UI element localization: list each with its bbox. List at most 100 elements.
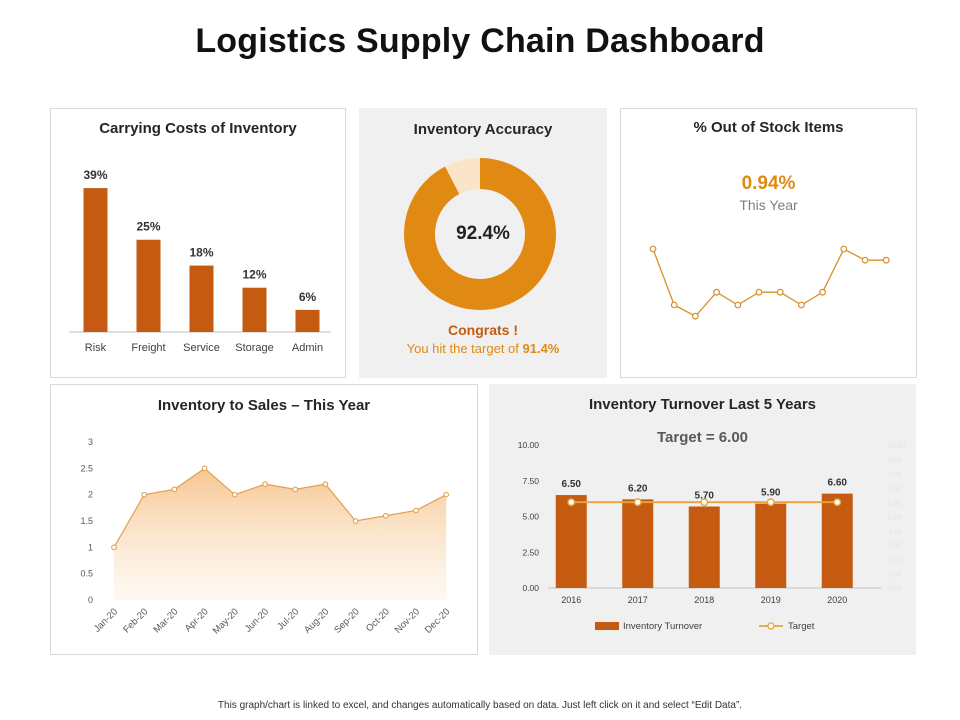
stockout-point	[840, 245, 848, 253]
inventory-accuracy-donut	[404, 158, 556, 310]
turnover-bar	[821, 493, 853, 588]
inventory-accuracy-panel: Inventory Accuracy 92.4% Congrats ! You …	[359, 108, 607, 378]
inventory-to-sales-area-chart: 0 0.5 1 1.5 2 2.5 3 Jan-20 Feb-20 Mar-20 Apr-20 May…	[80, 437, 452, 637]
turnover-target-point	[700, 498, 709, 507]
congrats-text: Congrats !	[448, 322, 518, 338]
turnover-x-tick: 2016	[561, 595, 581, 605]
sales-y-tick: 2	[88, 490, 93, 500]
sales-point	[171, 486, 178, 493]
legend-turnover-swatch	[595, 622, 619, 630]
turnover-y-tick: 10.00	[518, 440, 540, 450]
carrying-costs-panel: Carrying Costs of Inventory 39% Risk 25% Fr…	[50, 108, 346, 378]
sales-y-tick: 2.5	[80, 463, 93, 473]
turnover-secondary-y-tick: 2.00	[888, 557, 902, 564]
sales-point	[322, 481, 329, 487]
turnover-x-tick: 2020	[827, 595, 847, 605]
inventory-to-sales-title: Inventory to Sales – This Year	[157, 397, 371, 414]
sales-point	[292, 486, 299, 493]
sales-y-tick: 1.5	[80, 516, 93, 526]
sales-y-tick: 0	[88, 595, 93, 605]
out-of-stock-value: 0.94%	[741, 173, 796, 194]
turnover-data-label: 6.20	[628, 483, 648, 494]
turnover-secondary-y-tick: 0.00	[888, 586, 902, 593]
target-message-value: 91.4%	[522, 341, 560, 356]
inventory-turnover-panel: Inventory Turnover Last 5 Years Target =…	[489, 384, 916, 655]
carrying-bar	[189, 265, 214, 332]
sales-point	[443, 491, 450, 498]
carrying-bar	[136, 239, 161, 332]
sales-point	[231, 491, 238, 498]
sales-x-tick: Apr-20	[183, 606, 211, 634]
sales-y-tick: 3	[88, 437, 93, 447]
turnover-x-tick: 2019	[761, 595, 781, 605]
turnover-y-tick: 2.50	[522, 547, 539, 557]
target-message: You hit the target of 91.4%	[359, 341, 607, 356]
turnover-bar	[755, 503, 787, 588]
turnover-y-tick: 0.00	[522, 583, 539, 593]
sales-x-tick: Dec-20	[423, 606, 452, 635]
carrying-data-label: 25%	[136, 220, 160, 234]
inventory-accuracy-title: Inventory Accuracy	[413, 121, 553, 138]
turnover-target-point	[567, 498, 576, 507]
sales-x-tick: Oct-20	[364, 606, 392, 634]
carrying-costs-title: Carrying Costs of Inventory	[99, 120, 297, 137]
sales-point	[352, 518, 359, 524]
stockout-point	[713, 288, 720, 296]
turnover-bar	[622, 499, 654, 588]
carrying-data-label: 6%	[299, 290, 317, 304]
out-of-stock-period: This Year	[739, 197, 798, 213]
turnover-secondary-y-tick: 3.00	[888, 543, 902, 550]
turnover-y-tick: 5.00	[522, 512, 539, 522]
turnover-target-label: Target = 6.00	[656, 429, 749, 446]
turnover-x-tick: 2018	[694, 595, 714, 605]
sales-x-tick: Feb-20	[121, 606, 150, 635]
turnover-secondary-y-tick: 6.00	[888, 500, 902, 507]
turnover-target-point	[633, 498, 642, 507]
turnover-bar	[555, 495, 587, 588]
page-title: Logistics Supply Chain Dashboard	[195, 22, 765, 60]
accuracy-value: 92.4%	[456, 223, 510, 244]
sales-point	[262, 481, 268, 487]
carrying-category-label: Risk	[85, 342, 107, 354]
out-of-stock-line-chart	[649, 245, 890, 320]
turnover-data-label: 6.60	[828, 478, 848, 489]
sales-x-tick: Nov-20	[393, 606, 422, 635]
turnover-target-point	[833, 498, 842, 507]
stockout-point	[691, 312, 699, 320]
sales-x-tick: Sep-20	[332, 606, 361, 635]
turnover-bar	[688, 506, 720, 588]
turnover-x-tick: 2017	[628, 595, 648, 605]
carrying-category-label: Freight	[131, 342, 165, 354]
sales-x-tick: Jan-20	[92, 606, 120, 634]
stockout-point	[649, 245, 657, 253]
turnover-data-label: 5.70	[695, 490, 715, 501]
turnover-secondary-y-tick: 10.00	[888, 443, 906, 450]
stockout-point	[882, 256, 890, 264]
stockout-point	[819, 288, 827, 296]
turnover-secondary-y-tick: 4.00	[888, 529, 902, 536]
sales-x-tick: May-20	[211, 606, 241, 636]
turnover-data-label: 5.90	[761, 488, 781, 499]
sales-line	[113, 467, 447, 548]
turnover-secondary-y-tick: 8.00	[888, 472, 902, 479]
out-of-stock-panel: % Out of Stock Items 0.94% This Year	[620, 108, 917, 378]
carrying-data-label: 39%	[83, 168, 107, 182]
inventory-turnover-chart: 0.00 2.50 5.00 7.50 10.00 0.00 1.00 2.00 3.00 4.0…	[518, 440, 906, 632]
accuracy-donut-slice	[404, 158, 556, 310]
stockout-line	[652, 248, 887, 318]
inventory-to-sales-panel: Inventory to Sales – This Year 0 0.5 1 1.5 2…	[50, 384, 478, 655]
sales-x-tick: Aug-20	[302, 606, 331, 635]
carrying-bar	[242, 287, 267, 332]
sales-x-tick: Jul-20	[275, 606, 301, 632]
legend-target-label: Target	[788, 621, 815, 632]
sales-x-tick: Mar-20	[151, 606, 180, 635]
carrying-category-label: Storage	[235, 342, 274, 354]
sales-y-tick: 1	[88, 542, 93, 552]
sales-point	[141, 491, 148, 498]
turnover-secondary-y-tick: 1.00	[888, 572, 902, 579]
carrying-data-label: 18%	[189, 246, 213, 260]
sales-point	[413, 507, 419, 514]
carrying-bar	[83, 188, 108, 332]
carrying-category-label: Service	[183, 342, 220, 354]
legend-target-marker	[767, 622, 775, 630]
